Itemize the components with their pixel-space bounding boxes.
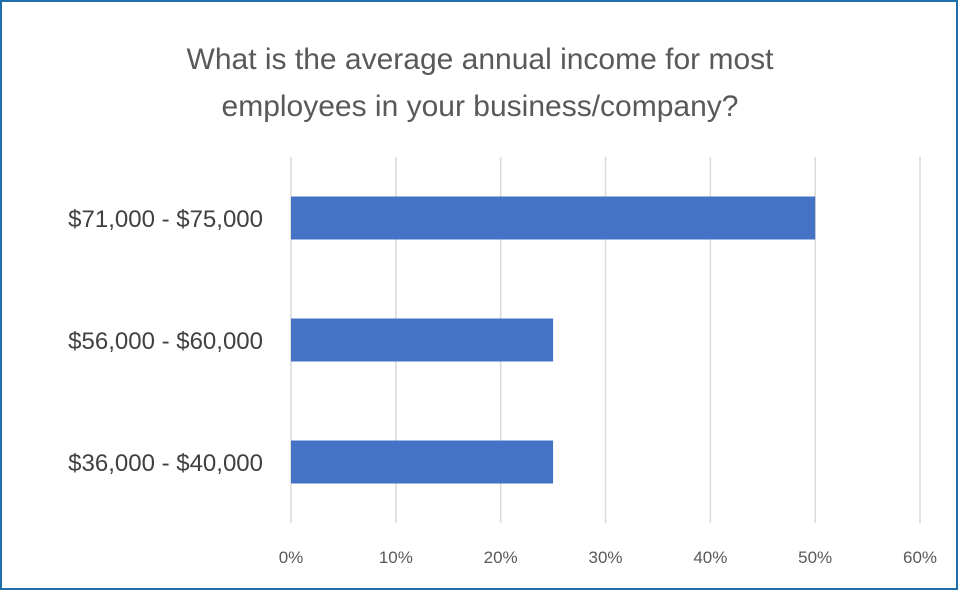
- category-labels: $71,000 - $75,000 $56,000 - $60,000 $36,00…: [68, 206, 263, 477]
- bar-2: [291, 318, 554, 362]
- chart-title: What is the average annual income for mo…: [186, 43, 774, 123]
- x-axis-tick-labels: 0% 10% 20% 30% 40% 50% 60%: [279, 548, 937, 567]
- x-tick-label: 0%: [279, 548, 304, 567]
- x-tick-label: 50%: [798, 548, 832, 567]
- bar-3: [291, 440, 554, 484]
- bar-1: [291, 196, 816, 240]
- category-label: $71,000 - $75,000: [68, 206, 263, 233]
- bars: [291, 196, 816, 484]
- x-tick-label: 10%: [379, 548, 413, 567]
- category-label: $36,000 - $40,000: [68, 450, 263, 477]
- x-tick-label: 40%: [693, 548, 727, 567]
- x-tick-label: 20%: [484, 548, 518, 567]
- x-tick-label: 60%: [903, 548, 937, 567]
- category-label: $56,000 - $60,000: [68, 328, 263, 355]
- x-tick-label: 30%: [588, 548, 622, 567]
